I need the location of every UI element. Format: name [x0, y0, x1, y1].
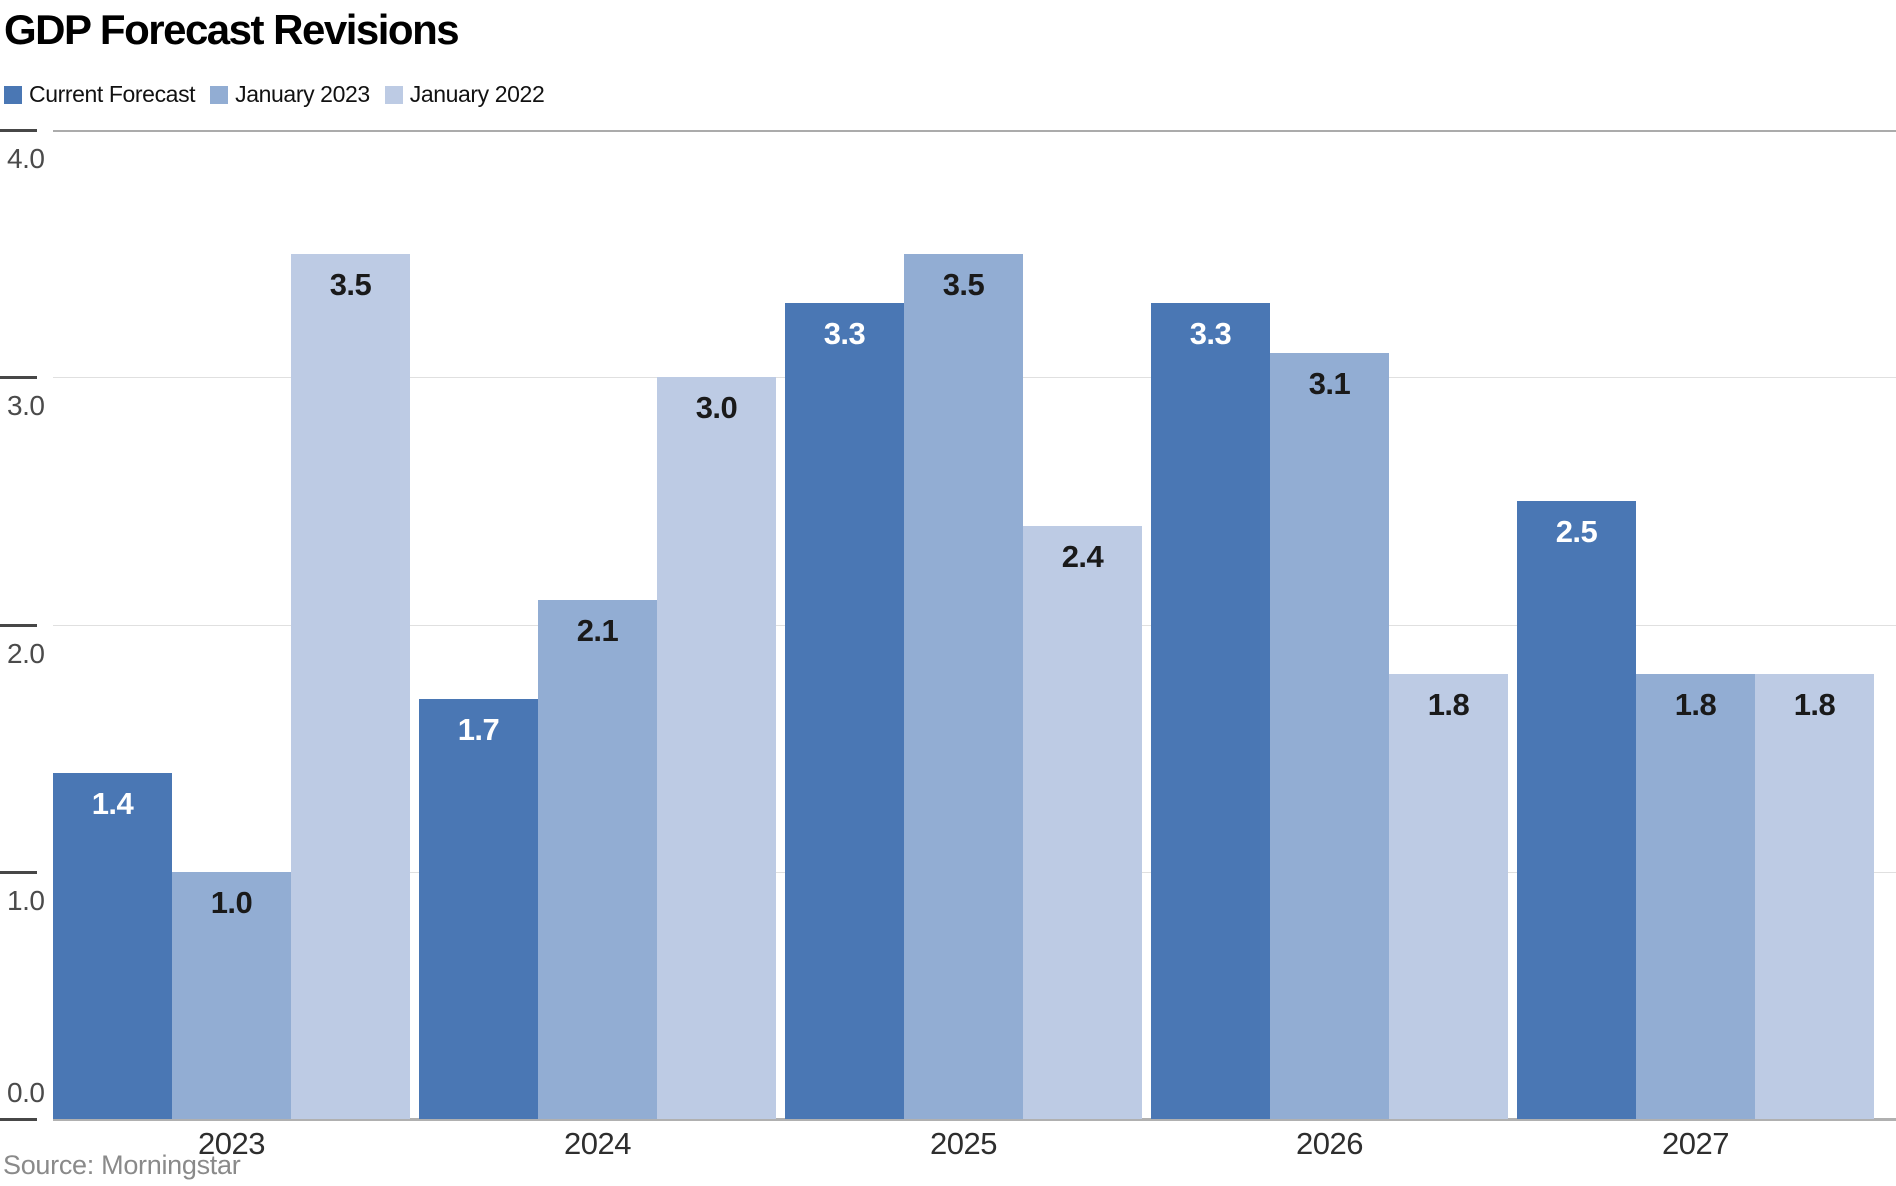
- bar-value-label: 2.1: [576, 612, 619, 648]
- bar-january-2022-2023: 3.5: [291, 253, 410, 1119]
- legend-label: January 2023: [235, 81, 370, 107]
- y-tick-label: 4.0: [7, 143, 45, 174]
- gridline: [53, 130, 1896, 132]
- legend-label: January 2022: [409, 81, 545, 107]
- bar-current-forecast-2026: 3.3: [1151, 303, 1270, 1119]
- y-tick-mark: [0, 623, 37, 627]
- legend-label: Current Forecast: [29, 81, 196, 107]
- y-tick-label: 0.0: [7, 1077, 45, 1108]
- bar-current-forecast-2027: 2.5: [1517, 500, 1636, 1119]
- bar-value-label: 2.4: [1061, 538, 1104, 574]
- bar-current-forecast-2024: 1.7: [419, 698, 538, 1119]
- bar-current-forecast-2023: 1.4: [53, 772, 172, 1119]
- bar-value-label: 3.1: [1308, 365, 1351, 401]
- x-axis-label-2026: 2026: [1296, 1126, 1363, 1161]
- legend-swatch-icon: [210, 85, 229, 104]
- y-tick-label: 1.0: [7, 884, 45, 916]
- bar-value-label: 1.0: [210, 884, 253, 920]
- gridline: [53, 1118, 1896, 1121]
- bar-value-label: 3.5: [329, 266, 372, 302]
- chart-title: GDP Forecast Revisions: [4, 6, 460, 53]
- bar-january-2023-2024: 2.1: [538, 599, 657, 1119]
- x-axis-label-2024: 2024: [564, 1126, 631, 1161]
- bar-value-label: 1.8: [1674, 686, 1717, 722]
- bar-january-2023-2026: 3.1: [1270, 352, 1389, 1119]
- bar-january-2022-2026: 1.8: [1389, 673, 1508, 1119]
- bar-value-label: 2.5: [1555, 513, 1598, 549]
- y-tick-mark: [0, 129, 37, 132]
- bar-january-2023-2023: 1.0: [172, 871, 291, 1119]
- bar-january-2022-2027: 1.8: [1755, 673, 1874, 1119]
- bar-current-forecast-2025: 3.3: [785, 303, 904, 1119]
- legend-swatch-icon: [384, 85, 403, 104]
- bar-value-label: 1.4: [91, 785, 134, 821]
- x-axis-label-2025: 2025: [930, 1126, 997, 1161]
- bar-value-label: 1.8: [1427, 686, 1470, 722]
- legend-swatch-icon: [4, 85, 22, 104]
- bar-january-2023-2027: 1.8: [1636, 673, 1755, 1119]
- legend-item-2: January 2023: [210, 81, 370, 108]
- x-axis-label-2023: 2023: [198, 1126, 265, 1161]
- y-tick-mark: [0, 376, 37, 380]
- bar-january-2022-2025: 2.4: [1023, 525, 1142, 1119]
- y-tick-mark: [0, 870, 37, 874]
- bar-value-label: 1.7: [457, 711, 500, 747]
- bar-january-2023-2025: 3.5: [904, 253, 1023, 1119]
- x-axis-label-2027: 2027: [1662, 1126, 1729, 1161]
- bar-value-label: 3.3: [823, 316, 866, 352]
- bar-value-label: 3.3: [1189, 316, 1232, 352]
- legend: Current Forecast January 2023 January 2022: [4, 81, 545, 108]
- legend-item-1: Current Forecast: [4, 81, 196, 108]
- y-tick-mark: [0, 1118, 37, 1121]
- bar-value-label: 3.5: [942, 266, 985, 302]
- bar-january-2022-2024: 3.0: [657, 377, 776, 1119]
- y-tick-label: 3.0: [7, 390, 45, 422]
- y-tick-label: 2.0: [7, 637, 45, 669]
- source-note: Source: Morningstar: [3, 1150, 241, 1180]
- bar-value-label: 1.8: [1793, 686, 1836, 722]
- legend-item-3: January 2022: [384, 81, 545, 108]
- bar-value-label: 3.0: [695, 390, 738, 426]
